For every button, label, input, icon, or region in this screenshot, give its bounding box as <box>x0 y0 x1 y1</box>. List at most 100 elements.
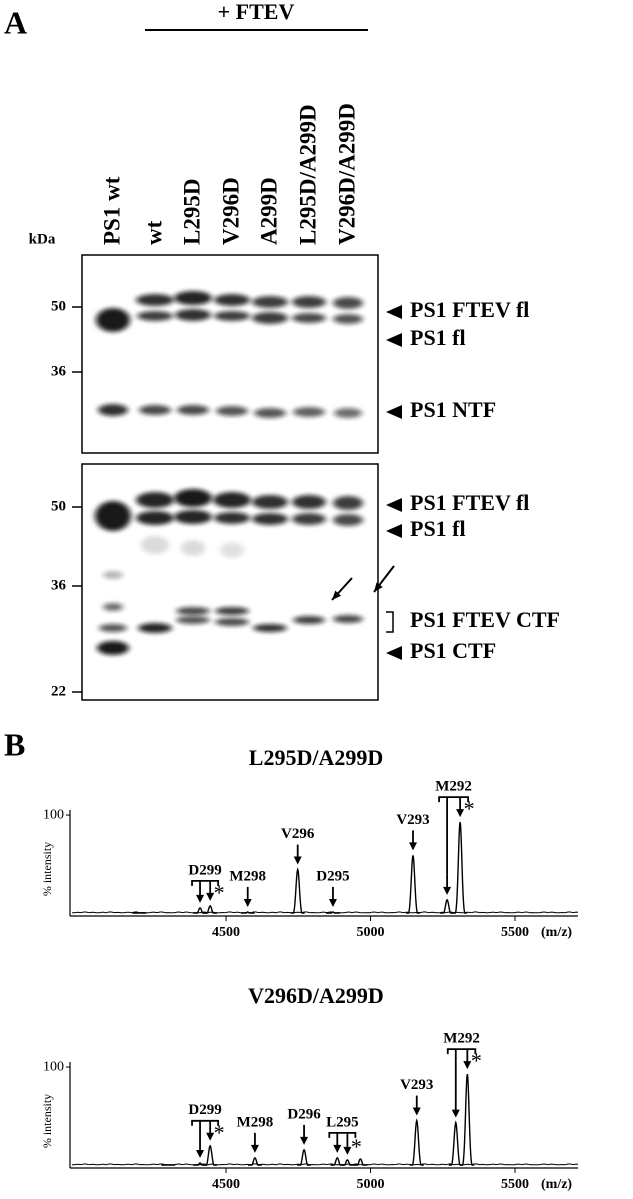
band <box>103 603 123 611</box>
band <box>214 294 250 306</box>
band-label: PS1 FTEV CTF <box>410 607 560 632</box>
band <box>174 489 212 507</box>
band <box>293 407 325 417</box>
y-tick-label: 100 <box>43 807 64 822</box>
band <box>176 616 210 624</box>
band <box>141 536 169 554</box>
band <box>334 408 362 418</box>
annotation-arrowhead <box>328 898 337 907</box>
annotation-arrowhead <box>293 856 302 865</box>
x-tick-label: 5500 <box>501 1177 529 1192</box>
x-tick-label: 5000 <box>357 1177 385 1192</box>
band-label: PS1 fl <box>410 516 466 541</box>
lane-label: V296D/A299D <box>334 103 359 245</box>
annotation-label: D299 <box>188 862 221 878</box>
annotation-arrowhead <box>206 892 215 901</box>
annotation-star: * <box>214 1120 225 1145</box>
kda-label: kDa <box>29 231 56 247</box>
band <box>214 311 250 321</box>
band <box>252 495 288 509</box>
annotation-arrowhead <box>409 842 418 851</box>
band <box>103 571 123 579</box>
band-label: PS1 FTEV fl <box>410 490 529 515</box>
annotation-bracket <box>191 880 220 886</box>
annotation-bracket <box>191 1119 220 1126</box>
annotation-label: M298 <box>229 868 266 884</box>
spectrum-title: L295D/A299D <box>249 745 383 770</box>
annotation-label: M298 <box>237 1114 274 1130</box>
annotation-bracket <box>438 796 470 803</box>
band-label: PS1 CTF <box>410 638 496 663</box>
band <box>292 513 326 525</box>
annotation-arrowhead <box>412 1107 421 1116</box>
annotation-bracket <box>446 1048 477 1055</box>
band <box>99 624 127 632</box>
annotation-label: L295 <box>326 1114 359 1130</box>
spectrum-peak <box>203 1144 218 1166</box>
band <box>137 311 173 321</box>
x-unit: (m/z) <box>541 925 572 940</box>
spectrum-peak <box>460 1074 475 1166</box>
lane-label: L295D <box>179 179 204 245</box>
spectrum-peak <box>409 1118 424 1166</box>
panel-label: A <box>4 4 27 40</box>
x-tick-label: 4500 <box>212 1177 240 1192</box>
band-label: PS1 fl <box>410 325 466 350</box>
marker-label: 50 <box>51 298 66 314</box>
band <box>252 296 288 308</box>
band-pointer <box>386 498 402 512</box>
lane-label: PS1 wt <box>99 176 124 245</box>
baseline-noise <box>71 1163 579 1166</box>
y-tick-label: 100 <box>43 1059 64 1074</box>
band <box>215 607 249 615</box>
y-axis-label: % intensity <box>40 842 54 896</box>
band <box>253 624 287 632</box>
lane-label: wt <box>141 220 166 245</box>
blot-frame <box>81 463 379 701</box>
band-pointer <box>386 333 402 347</box>
band <box>292 296 326 308</box>
band-label: PS1 NTF <box>410 397 496 422</box>
x-tick-label: 4500 <box>212 925 240 940</box>
treatment-label: + FTEV <box>218 0 295 24</box>
panel-label: B <box>4 726 25 762</box>
band <box>181 540 205 556</box>
band <box>292 313 326 323</box>
band-pointer <box>386 405 402 419</box>
x-unit: (m/z) <box>541 1177 572 1192</box>
band <box>216 406 248 416</box>
annotation-arrowhead <box>451 1109 460 1118</box>
band <box>333 615 363 623</box>
spectrum-title: V296D/A299D <box>248 983 384 1008</box>
band-pointer <box>386 646 402 660</box>
annotation-bracket <box>328 1132 357 1138</box>
marker-label: 36 <box>51 363 67 379</box>
marker-label: 22 <box>51 683 66 699</box>
marker-label: 50 <box>51 498 66 514</box>
band <box>293 616 325 624</box>
annotation-arrowhead <box>463 1061 472 1070</box>
annotation-label: M292 <box>443 1031 480 1047</box>
band <box>176 607 210 615</box>
band <box>95 501 131 531</box>
annotation-label: M292 <box>435 779 472 795</box>
band <box>138 623 172 633</box>
band <box>96 308 130 332</box>
annotation-label: V296 <box>281 826 315 842</box>
x-tick-label: 5000 <box>357 925 385 940</box>
band <box>175 309 211 321</box>
annotation-star: * <box>464 796 475 821</box>
band <box>220 542 244 558</box>
annotation-star: * <box>471 1048 482 1073</box>
band <box>252 312 288 324</box>
band <box>252 513 288 525</box>
annotation-label: D295 <box>316 868 349 884</box>
band <box>174 510 212 524</box>
indicator-arrowhead <box>332 590 342 600</box>
spectrum-peak <box>440 898 455 914</box>
spectrum-peak <box>326 911 340 914</box>
spectrum-peak <box>448 1120 463 1166</box>
indicator-arrowhead <box>374 582 383 592</box>
annotation-arrowhead <box>300 1136 309 1145</box>
